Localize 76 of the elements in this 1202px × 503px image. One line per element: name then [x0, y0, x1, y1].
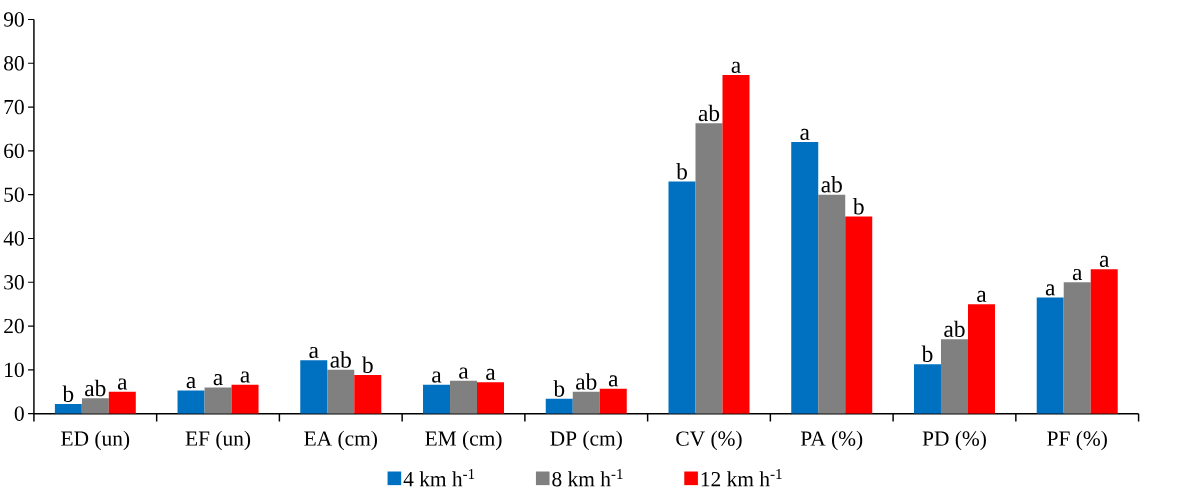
bar — [845, 216, 873, 414]
y-tick-label: 80 — [4, 55, 24, 71]
bar — [668, 181, 696, 414]
x-tick-label: ED (un) — [61, 430, 130, 451]
bar — [477, 382, 505, 414]
data-label: b — [361, 356, 373, 373]
data-label: b — [676, 162, 687, 180]
bar — [354, 375, 382, 414]
bar — [231, 384, 259, 414]
bar — [913, 364, 941, 414]
bar — [695, 123, 723, 414]
x-tick-label: CV (%) — [676, 430, 742, 451]
bar — [54, 403, 82, 414]
bar — [940, 339, 968, 414]
bar — [423, 384, 451, 414]
y-tick-label: 70 — [4, 99, 24, 115]
y-tick-label: 60 — [4, 143, 24, 158]
data-label: a — [1099, 255, 1110, 267]
data-label: a — [1072, 268, 1083, 281]
x-tick-label: PA (%) — [800, 430, 863, 451]
data-label: a — [800, 128, 810, 140]
x-tick-label: PF (%) — [1047, 430, 1107, 451]
bar — [1036, 297, 1064, 414]
legend-label: 12 km h$^{-1}$ — [701, 468, 782, 487]
legend-label: 8 km h$^{-1}$ — [552, 468, 623, 487]
y-tick-label: 0 — [14, 406, 24, 421]
data-label: b — [852, 197, 864, 215]
data-label: ab — [944, 320, 965, 337]
y-tick-label: 40 — [3, 231, 24, 246]
x-tick-label: EF (un) — [185, 430, 251, 451]
data-label: ab — [576, 373, 597, 390]
bar — [967, 304, 995, 414]
bar — [572, 391, 600, 414]
y-tick-label: 20 — [4, 318, 24, 334]
y-tick-label: 10 — [5, 362, 24, 377]
data-label: a — [240, 371, 250, 383]
data-label: ab — [821, 175, 842, 193]
data-label: a — [186, 377, 196, 389]
x-tick-label: DP (cm) — [550, 430, 622, 451]
bar — [177, 390, 205, 414]
bar — [1063, 282, 1091, 414]
data-label: a — [486, 368, 496, 380]
y-tick-label: 50 — [4, 187, 24, 202]
data-label: a — [731, 61, 741, 73]
data-label: a — [608, 375, 619, 387]
data-label: ab — [330, 351, 351, 368]
bar — [300, 360, 328, 414]
data-label: a — [309, 346, 319, 358]
data-label: ab — [85, 379, 106, 397]
bar — [599, 388, 627, 414]
y-tick-label: 90 — [3, 12, 24, 27]
data-label: a — [459, 367, 469, 379]
bar — [327, 369, 355, 414]
data-label: b — [553, 380, 565, 397]
data-label: a — [1045, 284, 1056, 296]
bar — [791, 141, 819, 414]
data-label: a — [977, 290, 987, 302]
data-label: b — [921, 345, 933, 362]
data-label: a — [213, 373, 223, 386]
bar — [81, 398, 109, 414]
x-tick-label: EA (cm) — [304, 430, 377, 451]
x-tick-label: PD (%) — [922, 430, 986, 451]
bar — [108, 391, 136, 414]
y-tick-label: 30 — [4, 274, 24, 290]
legend-label: 4 km h$^{-1}$ — [403, 468, 475, 487]
bar — [450, 380, 478, 414]
data-label: b — [62, 385, 74, 402]
bar — [545, 398, 573, 414]
bar — [818, 194, 846, 414]
data-label: a — [432, 371, 442, 383]
bar — [1090, 269, 1118, 414]
data-label: a — [117, 378, 128, 390]
x-tick-label: EM (cm) — [425, 430, 502, 451]
bar — [204, 387, 232, 414]
data-label: ab — [698, 104, 720, 122]
bar — [722, 74, 750, 414]
